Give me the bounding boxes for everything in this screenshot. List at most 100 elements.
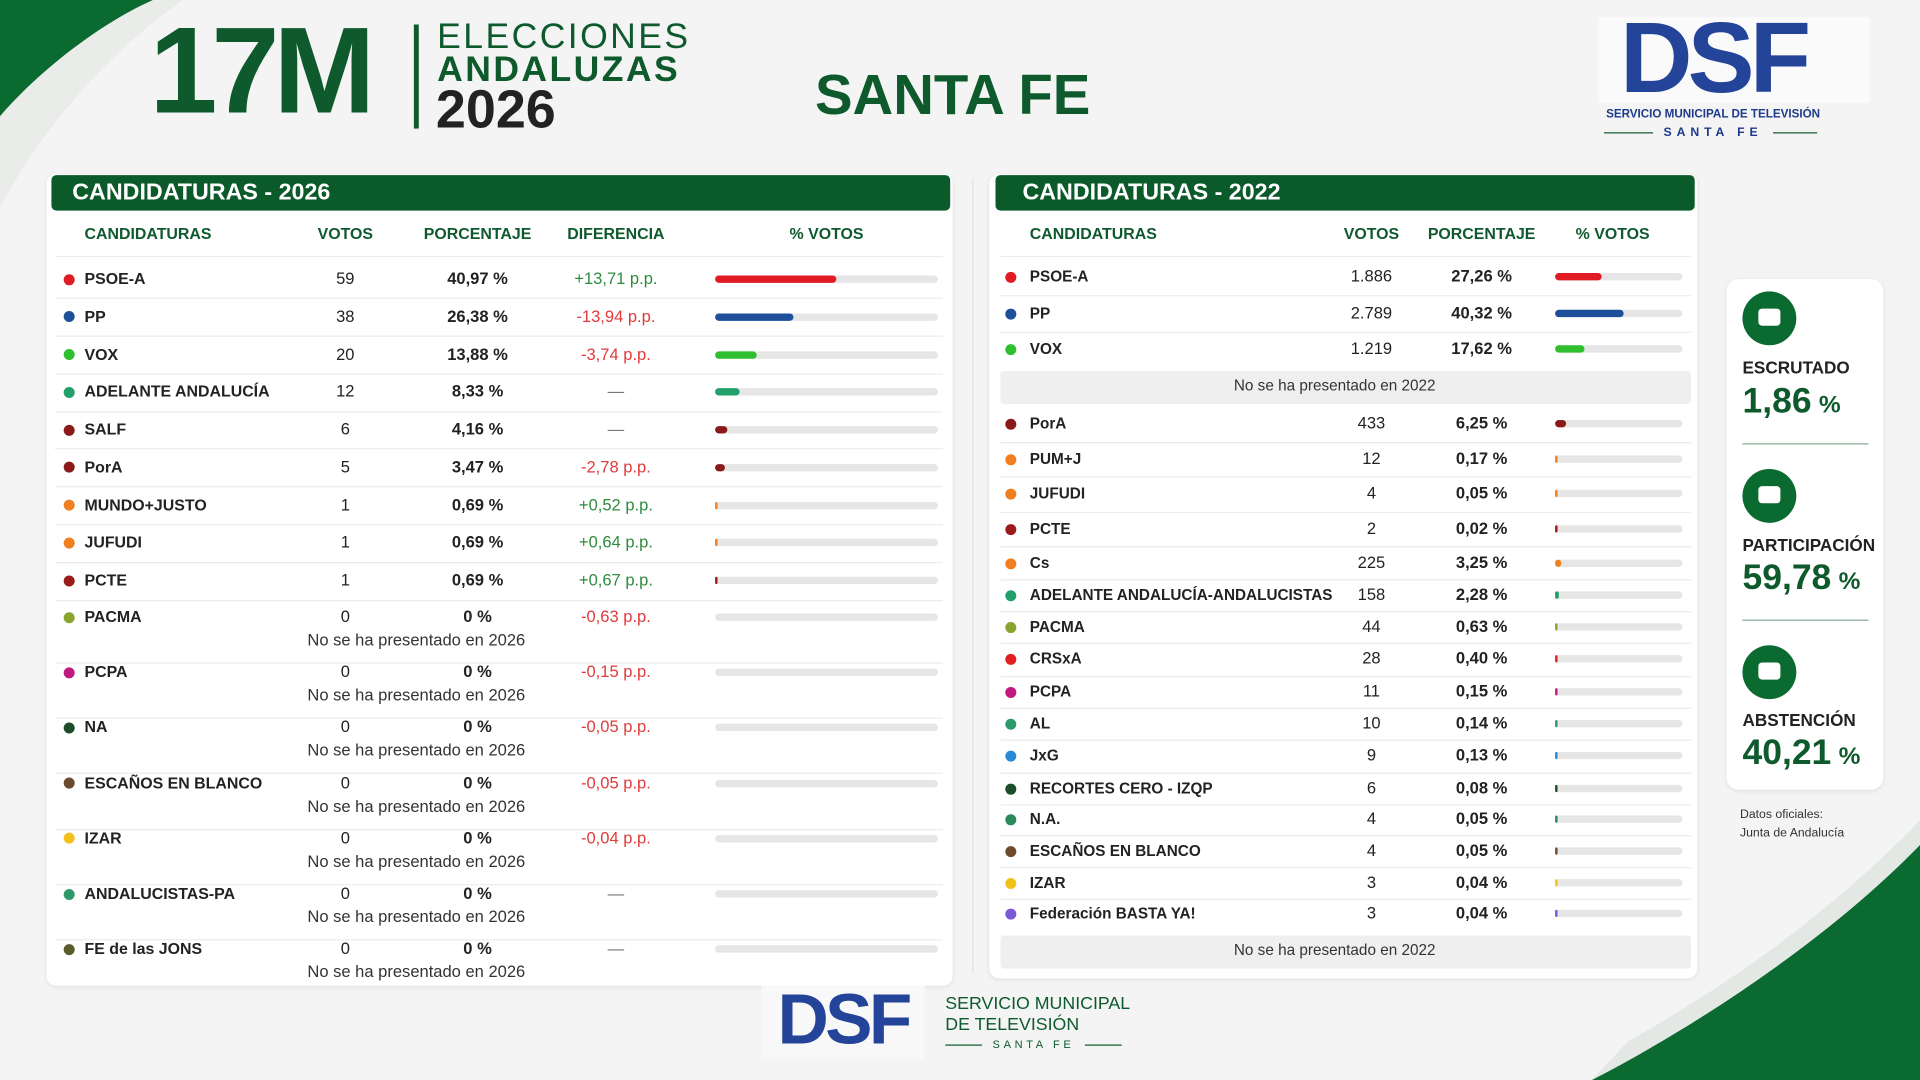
percentage: 0 % bbox=[463, 939, 492, 958]
party-dot bbox=[63, 386, 75, 398]
party-name: PCPA bbox=[84, 662, 128, 682]
bar-track bbox=[1555, 909, 1683, 918]
votes: 38 bbox=[336, 307, 355, 326]
brand-mark: DSF bbox=[777, 979, 913, 1060]
row-rule bbox=[55, 486, 943, 488]
row-rule bbox=[1000, 835, 1692, 837]
percentage: 0 % bbox=[463, 773, 492, 792]
votes: 0 bbox=[340, 884, 350, 903]
difference: — bbox=[607, 382, 625, 401]
percentage: 0,13 % bbox=[1455, 745, 1508, 765]
stat-value: 59,78% bbox=[1742, 558, 1861, 598]
percentage: 13,88 % bbox=[447, 344, 508, 364]
stat-icon-glyph bbox=[1758, 486, 1781, 504]
difference: — bbox=[607, 884, 625, 903]
percentage: 0,04 % bbox=[1455, 873, 1508, 892]
percentage: 0,15 % bbox=[1455, 682, 1508, 701]
bar-track bbox=[715, 501, 938, 509]
party-name: SALF bbox=[84, 420, 127, 439]
bar-track bbox=[715, 890, 938, 898]
difference: +0,67 p.p. bbox=[578, 570, 653, 589]
row-rule bbox=[55, 662, 943, 664]
vote-bar bbox=[1555, 847, 1558, 855]
column-header: DIFERENCIA bbox=[567, 224, 665, 243]
bar-track bbox=[715, 576, 938, 585]
stat-icon-glyph bbox=[1758, 662, 1781, 680]
vote-bar bbox=[715, 313, 794, 321]
column-header: VOTOS bbox=[317, 224, 374, 243]
table-card bbox=[989, 173, 1698, 979]
row-note: No se ha presentado en 2026 bbox=[307, 685, 526, 705]
votes: 2.789 bbox=[1350, 303, 1393, 323]
percentage: 2,28 % bbox=[1455, 585, 1508, 604]
party-name: PACMA bbox=[1029, 618, 1085, 636]
votes: 3 bbox=[1366, 873, 1377, 892]
bar-track bbox=[1555, 623, 1683, 631]
row-rule bbox=[1000, 772, 1692, 774]
party-dot bbox=[1005, 523, 1017, 535]
row-rule bbox=[55, 448, 943, 450]
party-dot bbox=[1005, 589, 1017, 601]
difference: -0,63 p.p. bbox=[580, 607, 651, 626]
party-name: PCTE bbox=[1029, 520, 1071, 538]
party-dot bbox=[1005, 653, 1017, 665]
table-title: CANDIDATURAS - 2026 bbox=[51, 175, 951, 211]
source-line: Junta de Andalucía bbox=[1740, 826, 1845, 841]
vote-bar bbox=[715, 388, 740, 396]
row-rule bbox=[1000, 611, 1692, 613]
party-name: PUM+J bbox=[1029, 450, 1082, 468]
party-name: MUNDO+JUSTO bbox=[84, 495, 207, 514]
party-dot bbox=[63, 666, 75, 678]
vote-bar bbox=[1555, 559, 1561, 567]
percentage: 8,33 % bbox=[451, 382, 504, 401]
row-rule bbox=[55, 523, 943, 526]
row-rule bbox=[1000, 331, 1692, 333]
percentage: 0,69 % bbox=[451, 495, 504, 514]
vote-bar bbox=[715, 539, 718, 547]
votes: 0 bbox=[340, 939, 350, 958]
party-name: PSOE-A bbox=[1029, 268, 1089, 286]
party-name: IZAR bbox=[84, 828, 122, 848]
bar-track bbox=[1555, 847, 1683, 855]
party-dot bbox=[1005, 813, 1017, 825]
party-name: VOX bbox=[84, 344, 119, 364]
votes: 1.886 bbox=[1350, 266, 1393, 286]
row-rule bbox=[55, 599, 943, 601]
difference: -0,04 p.p. bbox=[580, 828, 651, 848]
party-name: JUFUDI bbox=[1029, 484, 1086, 503]
column-header: CANDIDATURAS bbox=[84, 224, 212, 243]
vote-bar bbox=[1555, 720, 1558, 728]
difference: -13,94 p.p. bbox=[576, 307, 656, 326]
percentage: 40,32 % bbox=[1451, 303, 1512, 323]
row-rule bbox=[1000, 898, 1692, 900]
difference: — bbox=[607, 939, 625, 958]
party-name: ANDALUCISTAS-PA bbox=[84, 884, 236, 903]
percentage: 0,69 % bbox=[451, 570, 504, 589]
vote-bar bbox=[1555, 420, 1566, 428]
vote-bar bbox=[1555, 815, 1558, 823]
votes: 44 bbox=[1362, 617, 1381, 636]
stat-icon-glyph bbox=[1758, 308, 1781, 326]
row-rule bbox=[1000, 476, 1692, 478]
row-note: No se ha presentado en 2026 bbox=[307, 741, 526, 760]
row-rule bbox=[1000, 739, 1692, 741]
bar-track bbox=[715, 313, 938, 321]
row-rule bbox=[55, 828, 943, 830]
party-dot bbox=[1005, 621, 1017, 633]
row-note: No se ha presentado en 2022 bbox=[1233, 941, 1436, 959]
party-dot bbox=[63, 611, 75, 623]
percentage: 40,97 % bbox=[447, 269, 508, 288]
column-header: VOTOS bbox=[1343, 224, 1400, 243]
stat-value: 1,86% bbox=[1742, 382, 1841, 422]
brand-rule bbox=[945, 1044, 983, 1046]
bar-track bbox=[1555, 345, 1683, 353]
brand-tagline: SANTA FE bbox=[992, 1038, 1075, 1051]
party-dot bbox=[63, 424, 75, 436]
brand-rule bbox=[1773, 132, 1818, 134]
votes: 0 bbox=[340, 773, 350, 792]
bar-track bbox=[1555, 273, 1683, 281]
party-dot bbox=[1005, 343, 1017, 355]
votes: 28 bbox=[1362, 648, 1381, 668]
party-name: PCTE bbox=[84, 570, 127, 589]
